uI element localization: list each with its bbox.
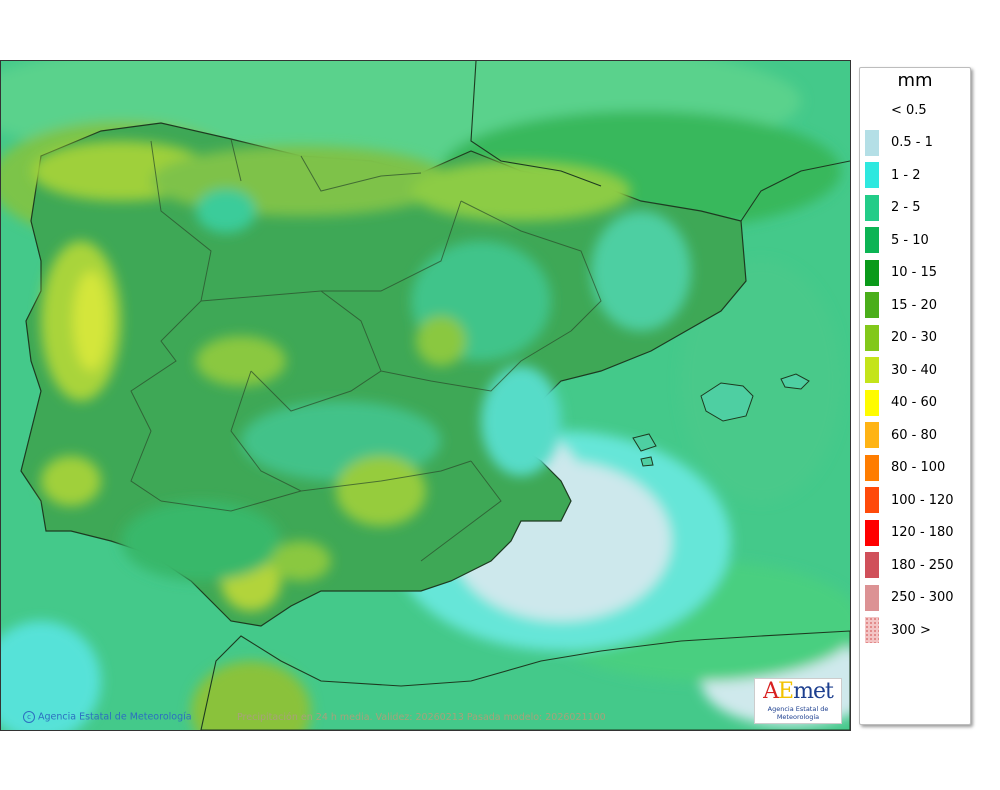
legend-label: 0.5 - 1 (891, 135, 933, 150)
legend-swatch (865, 259, 879, 286)
aemet-logo-wordmark: AEmet (763, 679, 834, 704)
legend-label: 5 - 10 (891, 232, 929, 248)
legend-label: 120 - 180 (891, 525, 954, 540)
legend-label: 80 - 100 (891, 460, 946, 475)
legend-item: 10 - 15 (865, 259, 938, 286)
legend-label: 10 - 15 (891, 265, 938, 280)
credit-text: c Agencia Estatal de Meteorología (23, 711, 192, 723)
legend-swatch (865, 617, 879, 643)
legend-label: < 0.5 (891, 102, 927, 118)
validity-text: Precipitación en 24 h media. Validez: 20… (237, 712, 606, 723)
legend-item: 1 - 2 (865, 162, 921, 188)
legend-label: 20 - 30 (891, 330, 938, 345)
legend-item: 120 - 180 (865, 519, 954, 546)
legend-label: 15 - 20 (891, 297, 938, 313)
balearic-islands (632, 373, 810, 467)
aemet-logo-subtitle: Agencia Estatal de Meteorología (767, 705, 829, 721)
legend-item: 300 > (865, 617, 931, 643)
legend-swatch (865, 292, 879, 318)
legend-label: 180 - 250 (891, 557, 954, 573)
legend-label: 60 - 80 (891, 427, 938, 443)
legend-swatch (865, 584, 879, 611)
legend-label: 250 - 300 (891, 590, 954, 605)
legend-item: 80 - 100 (865, 454, 946, 481)
legend-item: < 0.5 (865, 97, 927, 123)
credit-label: Agencia Estatal de Meteorología (38, 711, 192, 723)
legend-label: 1 - 2 (891, 167, 921, 183)
legend-label: 30 - 40 (891, 362, 938, 378)
legend-label: 40 - 60 (891, 395, 938, 410)
legend-item: 180 - 250 (865, 552, 954, 578)
legend-label: 2 - 5 (891, 200, 921, 215)
legend-swatch (865, 389, 879, 416)
legend-item: 15 - 20 (865, 292, 937, 318)
north-africa-coast (200, 630, 850, 730)
copyright-icon: c (23, 711, 35, 723)
legend-item: 20 - 30 (865, 324, 938, 351)
france-coast (470, 61, 602, 187)
legend-unit: mm (897, 70, 933, 91)
legend-label: 300 > (891, 622, 931, 638)
legend-swatch (865, 487, 879, 513)
legend-swatch (865, 422, 879, 448)
legend-swatch (865, 194, 879, 221)
legend-swatch (865, 324, 879, 351)
legend-swatch (865, 129, 879, 156)
region-borders (130, 138, 602, 562)
legend-item: 100 - 120 (865, 487, 954, 513)
legend-item: 2 - 5 (865, 194, 921, 221)
legend-item: 60 - 80 (865, 422, 937, 448)
land-precip-patches (31, 141, 691, 611)
legend-swatch (865, 552, 879, 578)
legend-item: 5 - 10 (865, 227, 929, 253)
legend-item: 250 - 300 (865, 584, 954, 611)
legend-swatch (865, 519, 879, 546)
legend-panel: mm < 0.5 0.5 - 1 1 - 2 2 - 5 5 - 10 10 - 15 15… (859, 67, 971, 725)
france-med-coast (740, 160, 850, 222)
legend-swatch (865, 162, 879, 188)
precipitation-map: c Agencia Estatal de Meteorología Precipi… (0, 60, 851, 731)
legend-swatch (865, 357, 879, 383)
legend-swatch (865, 454, 879, 481)
legend-swatch (865, 227, 879, 253)
legend-label: 100 - 120 (891, 492, 954, 508)
legend-item: 0.5 - 1 (865, 129, 933, 156)
legend-item: 30 - 40 (865, 357, 937, 383)
legend-swatch (865, 97, 879, 123)
legend-item: 40 - 60 (865, 389, 938, 416)
aemet-logo: AEmet Agencia Estatal de Meteorología (754, 678, 842, 724)
